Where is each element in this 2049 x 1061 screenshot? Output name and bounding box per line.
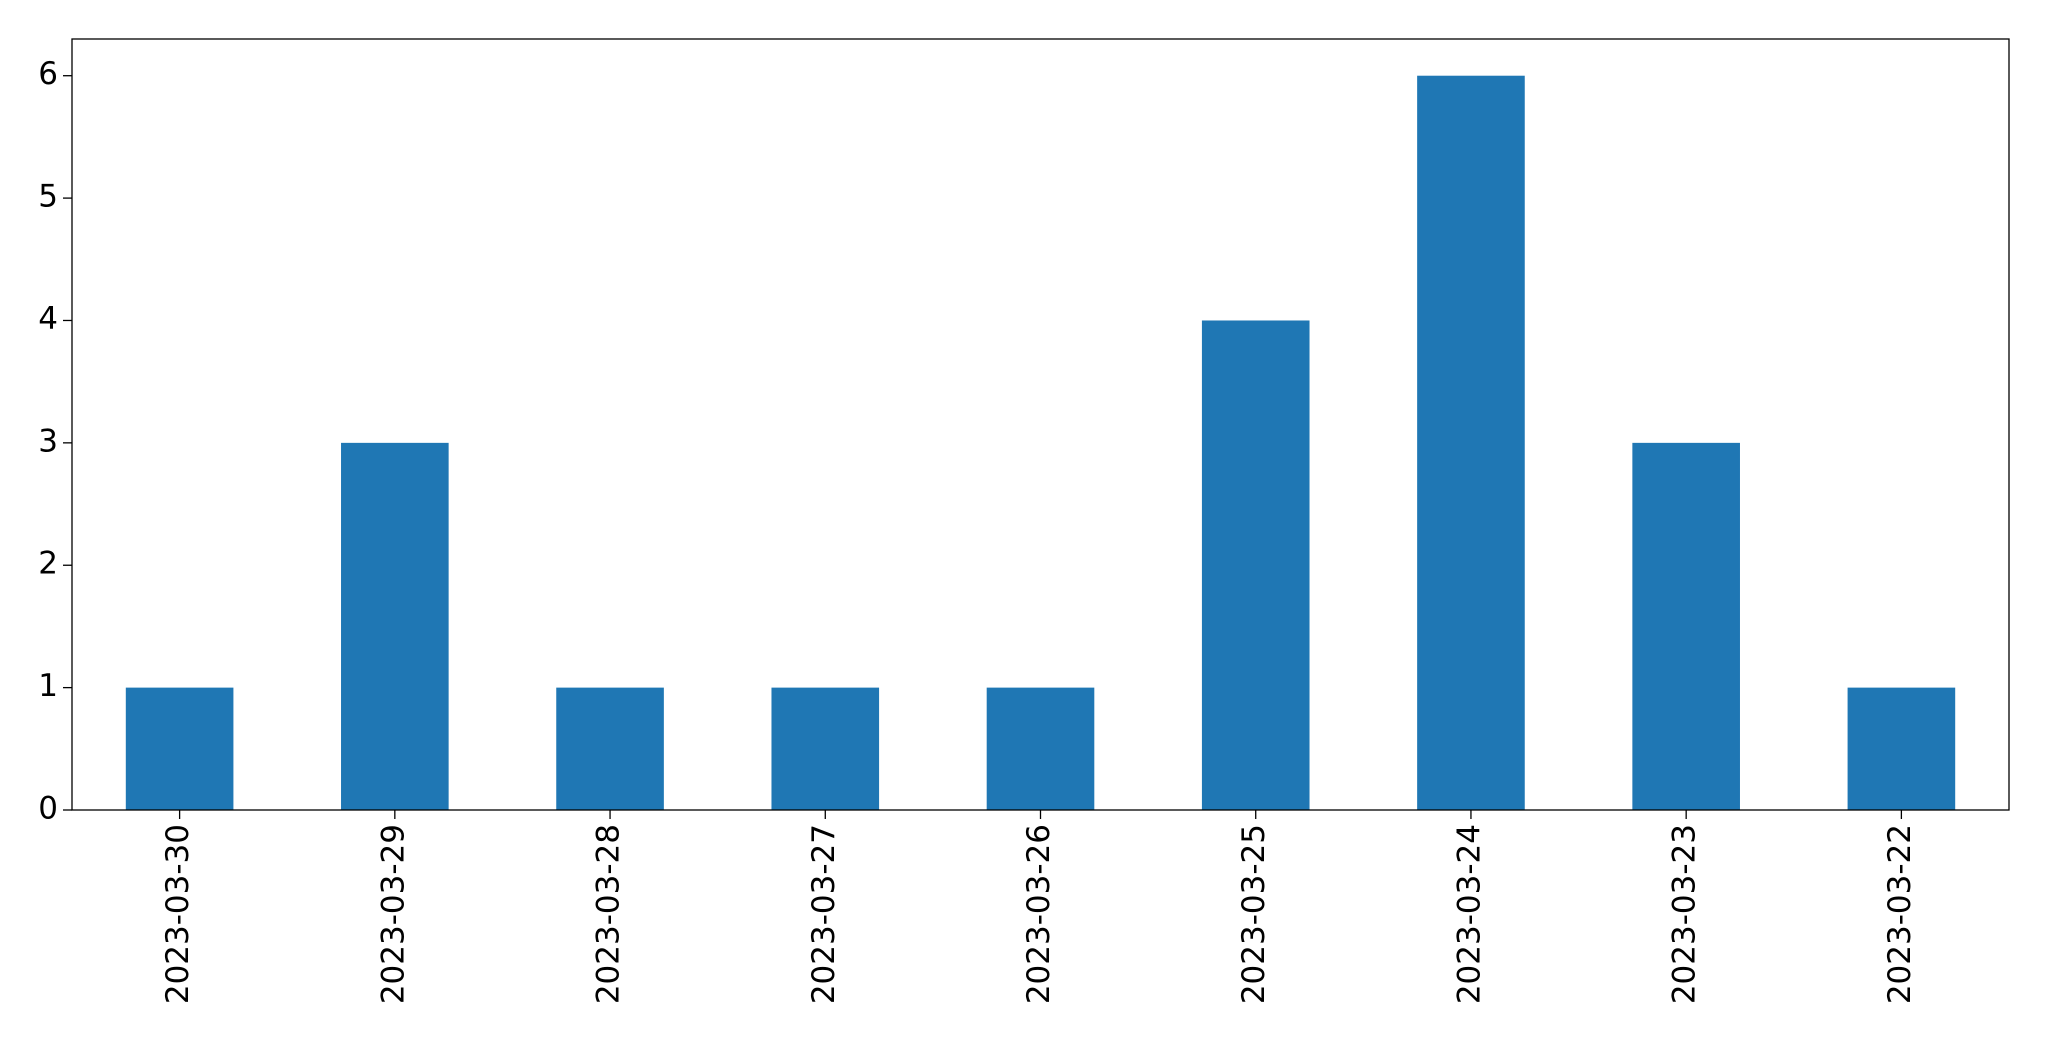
- x-tick-label: 2023-03-25: [1236, 824, 1272, 1004]
- x-tick-label: 2023-03-24: [1451, 824, 1487, 1004]
- bar: [1632, 442, 1740, 810]
- x-tick-label: 2023-03-23: [1667, 824, 1703, 1004]
- x-tick-label: 2023-03-26: [1021, 824, 1057, 1004]
- bar: [341, 442, 449, 810]
- y-tick-label: 2: [38, 546, 58, 582]
- y-tick-label: 6: [38, 56, 58, 92]
- x-tick-label: 2023-03-28: [591, 824, 627, 1004]
- y-tick-label: 3: [38, 423, 58, 459]
- x-tick-label: 2023-03-30: [160, 824, 196, 1004]
- bar: [125, 687, 234, 810]
- bar: [986, 687, 1095, 810]
- bar: [771, 687, 880, 810]
- x-tick-label: 2023-03-29: [375, 824, 411, 1004]
- y-tick-label: 5: [38, 179, 58, 215]
- plot-frame: [71, 38, 2010, 811]
- bar: [556, 687, 664, 810]
- y-tick-label: 1: [38, 668, 58, 704]
- y-tick-label: 0: [38, 791, 58, 827]
- x-tick-label: 2023-03-27: [806, 824, 842, 1004]
- bar: [1201, 320, 1310, 810]
- y-tick-label: 4: [38, 301, 58, 337]
- bar: [1847, 687, 1956, 810]
- x-tick-label: 2023-03-22: [1882, 824, 1918, 1004]
- bar: [1417, 75, 1525, 810]
